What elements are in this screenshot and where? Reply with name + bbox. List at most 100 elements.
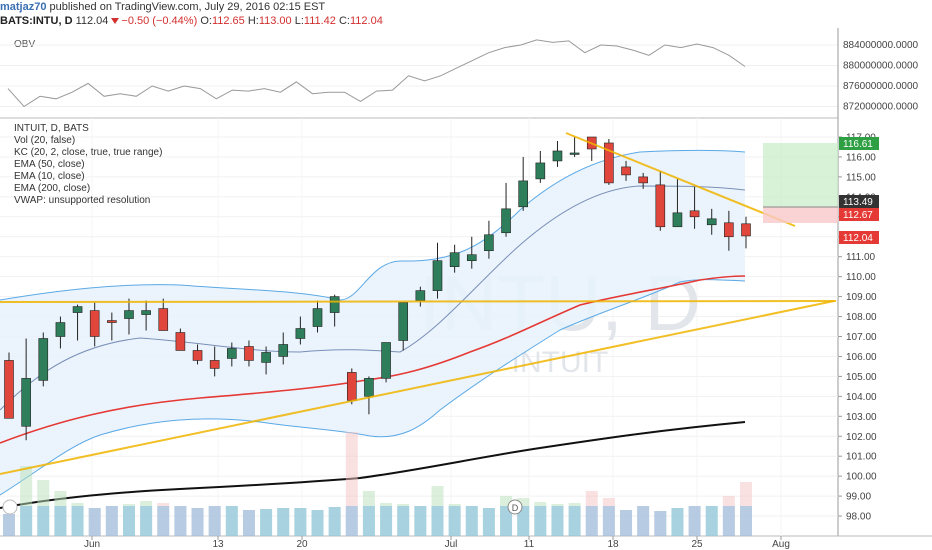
candle-body — [21, 378, 31, 427]
legend-kc[interactable]: KC (20, 2, close, true, true range) — [14, 147, 162, 158]
time-axis-label: 25 — [691, 539, 703, 550]
price-tag-last-bg — [839, 231, 879, 244]
price-axis-label: 115.00 — [846, 172, 876, 183]
author-link[interactable]: matjaz70 — [0, 1, 47, 13]
price-axis-label: 99.00 — [846, 492, 871, 503]
price-axis-label: 106.00 — [846, 352, 877, 363]
price-axis-label: 102.00 — [846, 432, 877, 443]
price-tag-last: 112.04 — [839, 231, 879, 244]
dividend-marker[interactable]: D — [507, 499, 523, 515]
volume-overlay — [311, 510, 324, 536]
obv-axis-label: 880000000.0000 — [843, 61, 919, 72]
price-change: −0.50 (−0.44%) — [121, 15, 198, 27]
candle-body — [432, 260, 443, 291]
volume-overlay — [620, 510, 633, 536]
price-axis-label: 100.00 — [846, 472, 877, 483]
time-axis-label: 11 — [524, 539, 535, 550]
price-tag-target-bg — [839, 137, 879, 150]
volume-overlay — [654, 511, 667, 536]
long-position-stop-zone[interactable] — [763, 207, 838, 223]
candle-body — [4, 360, 14, 419]
volume-overlay — [431, 506, 444, 536]
time-axis-label: Jun — [84, 539, 100, 550]
ascending-trendline[interactable] — [0, 300, 835, 475]
candle-body — [329, 296, 340, 313]
candle-body — [158, 308, 169, 331]
volume-overlay — [705, 506, 718, 536]
keltner-lower-band — [0, 279, 746, 496]
volume-overlay — [242, 510, 255, 536]
volume-overlay — [482, 508, 495, 536]
volume-overlay — [585, 506, 598, 536]
candle-body — [107, 320, 117, 323]
volume-overlay — [294, 508, 307, 536]
keltner-upper-band — [0, 150, 746, 301]
candle-body — [706, 218, 717, 226]
candle-body — [604, 142, 614, 184]
obv-axis-label: 872000000.0000 — [843, 102, 919, 113]
candle-body — [672, 212, 683, 228]
legend-vol[interactable]: Vol (20, false) — [14, 135, 75, 146]
long-position-target-zone[interactable] — [763, 143, 838, 207]
candle-body — [295, 328, 306, 339]
candle-body — [655, 184, 666, 228]
candle-body — [38, 338, 49, 381]
candle-body — [72, 306, 83, 313]
volume-overlay — [20, 506, 33, 536]
candle-body — [569, 152, 580, 155]
candle-body — [192, 350, 203, 361]
high-value: 113.00 — [258, 15, 292, 27]
scroll-marker-circle[interactable] — [2, 499, 18, 515]
volume-overlay — [345, 506, 358, 536]
time-axis[interactable]: Jun 13 20 Jul 11 18 25 Aug — [84, 536, 790, 550]
volume-overlay — [380, 506, 393, 536]
main-pane[interactable]: INTU, D INTUIT D INTUIT, D, BATS Vol (20… — [0, 118, 838, 536]
low-label: L: — [294, 15, 304, 27]
price-tags: 116.61 113.49 112.67 112.04 — [839, 137, 879, 244]
descending-trendline[interactable] — [565, 132, 796, 227]
candle-body — [55, 322, 66, 337]
indicator-legend: INTUIT, D, BATS Vol (20, false) KC (20, … — [14, 123, 162, 206]
volume-overlay — [671, 508, 684, 536]
price-axis-label: 101.00 — [846, 452, 877, 463]
price-axis-label: 116.00 — [846, 152, 876, 163]
legend-ema-10[interactable]: EMA (10, close) — [14, 171, 85, 182]
candle-body — [484, 234, 494, 252]
candle-body — [312, 308, 323, 327]
candle-body — [124, 310, 134, 319]
volume-overlay — [260, 509, 273, 536]
candlesticks — [4, 136, 751, 441]
down-arrow-icon — [111, 18, 120, 24]
candle-body — [518, 180, 528, 208]
legend-vwap[interactable]: VWAP: unsupported resolution — [14, 195, 150, 206]
candle-body — [689, 210, 700, 218]
price-axis-label: 111.00 — [846, 252, 876, 263]
volume-overlay — [191, 508, 204, 536]
candle-body — [638, 176, 648, 184]
volume-overlay — [71, 506, 84, 536]
candle-body — [364, 378, 374, 397]
time-axis-label: 13 — [212, 539, 224, 550]
legend-ema-50[interactable]: EMA (50, close) — [14, 159, 85, 170]
volume-overlay — [140, 506, 153, 536]
close-value: 112.04 — [349, 15, 383, 27]
candle-body — [175, 332, 186, 351]
candle-body — [209, 360, 220, 369]
volume-overlay — [328, 507, 341, 536]
legend-ema-200[interactable]: EMA (200, close) — [14, 183, 90, 194]
published-text: published on TradingView.com, July 29, 2… — [49, 1, 326, 13]
volume-bars — [3, 432, 752, 536]
horizontal-resistance-line[interactable] — [0, 300, 837, 303]
volume-overlay — [208, 506, 221, 536]
candle-body — [741, 223, 751, 237]
open-value: 112.65 — [211, 15, 245, 27]
volume-overlay — [157, 506, 170, 536]
price-axis-label: 109.00 — [846, 292, 877, 303]
candle-body — [724, 222, 734, 238]
price-axis-label: 98.00 — [846, 512, 871, 523]
candle-body — [261, 352, 271, 363]
volume-overlay — [568, 506, 581, 536]
ema-200-line — [0, 421, 746, 509]
volume-overlay — [225, 506, 238, 536]
chart-canvas[interactable]: OBV 884000000.0000880000000.000087600000… — [0, 28, 932, 550]
